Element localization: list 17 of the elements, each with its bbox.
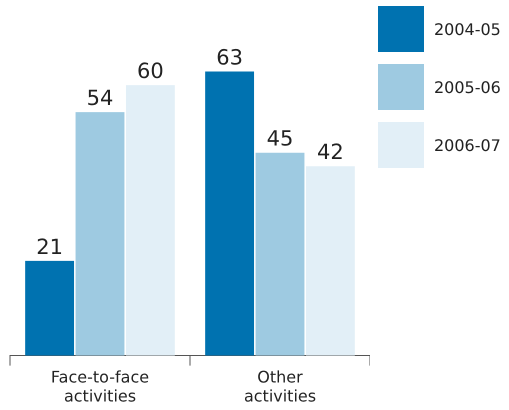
bar	[25, 260, 74, 356]
text: 2004-05	[434, 20, 501, 38]
data-label: 21	[36, 234, 63, 259]
data-label: 54	[86, 86, 114, 110]
bar	[205, 72, 254, 356]
bar	[256, 152, 304, 356]
text: 2006-07	[434, 136, 501, 154]
x-tick-label: Face-to-face activities	[50, 367, 150, 406]
bar	[76, 112, 124, 356]
bar	[306, 166, 355, 356]
data-label: 63	[216, 46, 243, 70]
x-tick-label: Other activities	[244, 367, 316, 406]
data-label: 42	[317, 140, 344, 164]
data-label: 60	[137, 59, 164, 84]
text: 2005-06	[434, 78, 501, 96]
data-label: 45	[266, 126, 294, 151]
bar	[126, 85, 175, 356]
